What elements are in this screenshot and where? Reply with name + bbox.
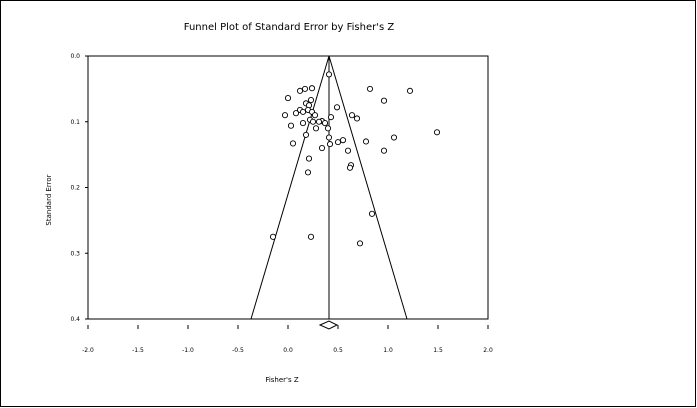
data-point <box>368 210 376 217</box>
data-point <box>287 122 295 129</box>
x-tick-label: 1.5 <box>433 347 443 354</box>
x-tick-label: 1.0 <box>383 347 393 354</box>
combined-effect-diamond <box>318 320 339 330</box>
data-point <box>284 95 292 102</box>
data-point <box>325 134 333 141</box>
x-tick-label: -0.5 <box>232 347 244 354</box>
data-point <box>433 129 441 136</box>
x-tick-label: -1.0 <box>182 347 194 354</box>
data-point <box>324 125 332 132</box>
data-point <box>307 97 315 104</box>
data-point <box>390 134 398 141</box>
data-point <box>356 240 364 247</box>
data-point <box>380 97 388 104</box>
data-point <box>321 120 329 127</box>
data-point <box>304 169 312 176</box>
x-tick-label: 0.0 <box>283 347 293 354</box>
y-tick-label: 0.2 <box>70 185 80 192</box>
data-point <box>325 71 333 78</box>
data-point <box>296 87 304 94</box>
data-point <box>269 233 277 240</box>
data-point <box>289 140 297 147</box>
data-point <box>307 233 315 240</box>
data-point <box>281 112 289 119</box>
data-point <box>366 85 374 92</box>
chart-title: Funnel Plot of Standard Error by Fisher'… <box>184 22 395 33</box>
data-point <box>339 137 347 144</box>
data-point <box>305 155 313 162</box>
data-point <box>309 118 317 125</box>
data-point <box>380 147 388 154</box>
data-point <box>362 138 370 145</box>
data-point <box>315 118 323 125</box>
x-tick-label: -2.0 <box>82 347 94 354</box>
x-tick-label: 2.0 <box>483 347 493 354</box>
data-point <box>318 144 326 152</box>
data-point <box>334 139 342 146</box>
y-axis-label: Standard Error <box>45 174 53 225</box>
data-point <box>292 110 300 117</box>
x-tick-label: 0.5 <box>333 347 343 354</box>
data-point <box>301 85 309 92</box>
data-point <box>299 120 307 127</box>
data-point <box>333 104 341 111</box>
data-point <box>302 131 310 138</box>
data-point <box>348 112 356 119</box>
y-tick-label: 0.3 <box>70 250 80 257</box>
x-axis-label: Fisher's Z <box>265 376 299 384</box>
funnel-right-line <box>328 55 408 320</box>
data-point <box>406 87 414 94</box>
data-point <box>326 141 334 148</box>
data-point <box>299 108 307 115</box>
data-point <box>327 114 335 121</box>
funnel-left-line <box>250 55 330 320</box>
y-tick-label: 0.4 <box>70 316 80 323</box>
y-tick-label: 0.1 <box>70 119 80 126</box>
y-tick-label: 0.0 <box>70 53 80 60</box>
data-point <box>344 147 352 154</box>
x-tick-label: -1.5 <box>132 347 144 354</box>
data-point <box>353 115 361 122</box>
data-point <box>311 112 319 119</box>
data-point <box>312 125 320 132</box>
data-point <box>346 164 354 171</box>
data-point <box>308 85 316 92</box>
